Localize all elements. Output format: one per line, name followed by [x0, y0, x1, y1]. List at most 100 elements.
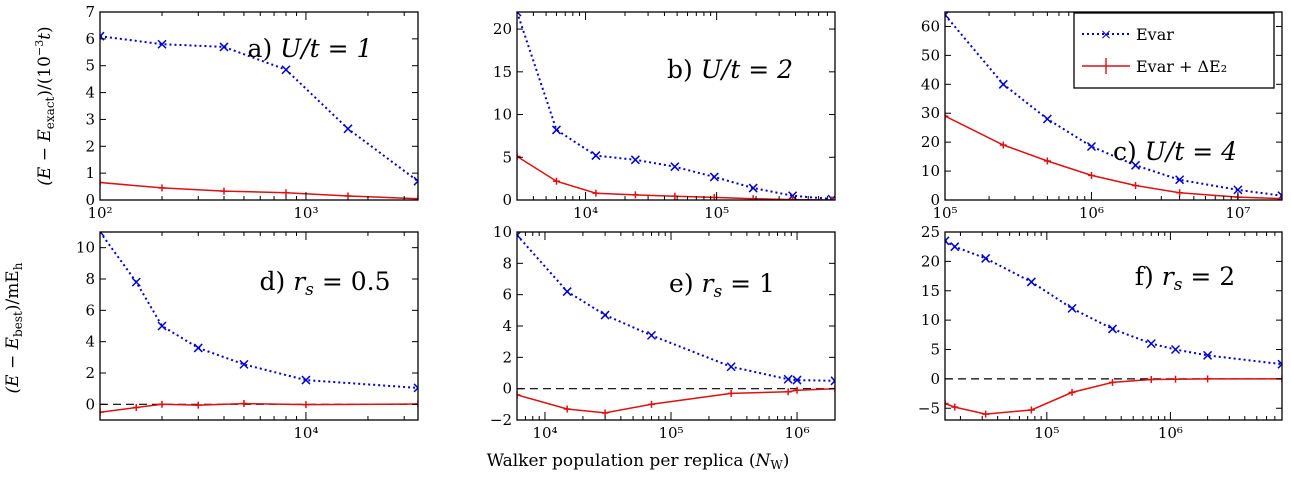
series-group-d [100, 232, 418, 416]
y-tick-label: 0 [85, 191, 95, 209]
point-mark [551, 125, 561, 135]
x-axis-label: Walker population per replica (NW) [487, 451, 790, 472]
point-evar-de2-d-3 [194, 401, 202, 409]
point-mark [413, 180, 418, 186]
point-evar-e-7 [830, 376, 835, 386]
point-evar-de2-a-3 [282, 189, 290, 197]
y-tick-label: 3 [85, 110, 95, 128]
x-tick-label: 10⁴ [573, 204, 598, 222]
point-mark [1107, 324, 1118, 334]
point-evar-de2-d-5 [302, 401, 310, 409]
y-tick-label: 6 [502, 286, 512, 304]
y-tick-label: −2 [490, 411, 512, 429]
point-evar-de2-d-4 [240, 400, 248, 408]
point-evar-de2-b-6 [749, 195, 757, 200]
point-evar-de2-f-2 [982, 410, 990, 418]
point-mark [413, 176, 418, 183]
point-mark [1067, 303, 1077, 313]
legend-box [1073, 12, 1275, 89]
point-mark [945, 236, 950, 242]
point-evar-c-3 [1086, 141, 1096, 152]
point-evar-de2-c-4 [1132, 182, 1140, 190]
y-tick-label: 20 [921, 252, 940, 270]
y-axis-label-top: (E − Eexact)/(10−3t) [33, 26, 57, 185]
series-group-f [945, 236, 1282, 418]
panel-f: −5 0 5 10 15 20 25 10⁵ 10⁶ f) rs = 2 [918, 223, 1283, 442]
point-mark [788, 191, 798, 200]
panel-frame-a [99, 11, 419, 201]
panel-d: 0 2 4 6 8 10 10⁴ d) rs = 0.5 [76, 231, 419, 442]
point-evar-d-4 [239, 359, 249, 369]
point-evar-de2-e-5 [784, 388, 792, 396]
point-evar-de2-e-6 [793, 386, 801, 394]
y-tick-label: 20 [921, 133, 940, 151]
x-tick-label: 10⁶ [1158, 424, 1183, 442]
panel-label-d: d) rs = 0.5 [259, 267, 390, 300]
point-mark [1026, 277, 1036, 287]
series-line-evar-a [100, 35, 418, 183]
point-evar-de2-a-5 [414, 195, 418, 200]
y-tick-label: 5 [930, 341, 940, 359]
panel-frame-d [99, 231, 419, 421]
point-evar-de2-f-5 [1108, 378, 1116, 386]
y-tick-label: 1 [85, 164, 95, 182]
point-evar-a-5 [413, 176, 418, 186]
panel-e: −2 0 2 4 6 8 10 10⁴ 10⁵ 10⁶ e) rs = 1 [490, 223, 836, 442]
point-evar-d-6 [413, 383, 418, 393]
point-mark [343, 124, 353, 134]
point-evar-de2-d-2 [158, 400, 166, 408]
x-tick-label: 10⁵ [1034, 424, 1059, 442]
point-evar-de2-e-1 [563, 405, 571, 413]
x-tick-label: 10⁴ [532, 424, 557, 442]
y-tick-label: 10 [76, 239, 95, 257]
point-evar-de2-c-2 [1043, 157, 1051, 165]
point-evar-de2-b-2 [592, 189, 600, 197]
legend-item-evar-de2: Evar + ΔE₂ [1082, 57, 1227, 76]
x-tick-label: 10⁵ [932, 204, 957, 222]
x-tick-label: 10⁶ [785, 424, 810, 442]
point-mark [1170, 344, 1181, 355]
point-evar-f-8 [1203, 350, 1213, 360]
point-mark [670, 162, 680, 172]
point-mark [726, 362, 736, 372]
point-mark [1203, 350, 1213, 360]
panel-label-f: f) rs = 2 [1135, 262, 1235, 295]
y-tick-label: 2 [502, 348, 512, 366]
point-mark [600, 310, 610, 320]
point-evar-a-3 [281, 65, 291, 75]
point-evar-de2-c-0 [945, 112, 949, 120]
point-mark [783, 374, 793, 384]
point-evar-a-1 [157, 39, 167, 49]
panel-frame-b [516, 11, 836, 201]
point-mark [1131, 160, 1141, 170]
point-mark [1233, 185, 1243, 195]
series-line-evar-e [517, 234, 835, 382]
point-evar-de2-f-3 [1027, 406, 1035, 414]
point-evar-d-5 [301, 375, 311, 385]
point-evar-a-2 [219, 42, 229, 52]
point-evar-de2-c-7 [1278, 195, 1282, 200]
legend-label-evar-de2: Evar + ΔE₂ [1136, 57, 1227, 76]
point-evar-b-3 [630, 155, 640, 165]
point-evar-e-3 [646, 330, 657, 340]
series-line-evar-b [517, 12, 833, 200]
point-mark [709, 172, 719, 182]
point-evar-b-1 [551, 125, 561, 135]
point-mark [945, 13, 950, 20]
y-tick-label: 10 [921, 162, 940, 180]
y-tick-label: 25 [921, 223, 940, 241]
point-mark [193, 343, 203, 353]
panel-label-a: a) U/t = 1 [248, 34, 373, 63]
point-evar-de2-f-7 [1172, 375, 1180, 383]
point-evar-d-2 [157, 321, 167, 331]
y-tick-label: 4 [85, 333, 95, 351]
panel-b: 0 5 10 15 20 10⁴ 10⁵ b) U/t = 2 [493, 11, 836, 222]
y-tick-label: 5 [502, 148, 512, 166]
point-evar-de2-e-2 [601, 409, 609, 417]
point-evar-f-9 [1277, 359, 1282, 369]
y-tick-label: 10 [921, 311, 940, 329]
y-tick-label: 10 [493, 223, 512, 241]
y-tick-label: 0 [502, 380, 512, 398]
point-evar-de2-b-3 [631, 191, 639, 199]
